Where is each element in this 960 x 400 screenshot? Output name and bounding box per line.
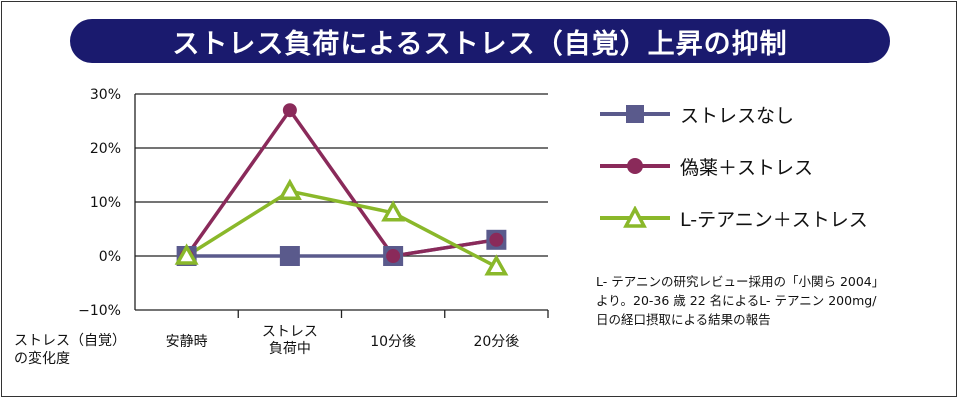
x-tick-label: 10分後 — [370, 334, 416, 350]
legend-label-theanine: L-テアニン＋ストレス — [680, 208, 868, 231]
circle-marker — [386, 249, 401, 263]
x-tick-label: 20分後 — [473, 334, 519, 350]
legend-item-placebo: 偽薬＋ストレス — [598, 140, 928, 192]
legend-item-no-stress: ストレスなし — [598, 88, 928, 140]
triangle-marker — [381, 200, 406, 222]
circle-marker — [489, 232, 504, 247]
legend-triangle-marker-icon — [600, 206, 670, 228]
y-axis-label-line2: の変化度 — [14, 351, 70, 367]
y-tick-label: 0% — [99, 249, 121, 265]
triangle-marker — [484, 254, 509, 276]
y-tick-label: −10% — [78, 303, 121, 319]
circle-marker — [282, 103, 297, 118]
chart-title-banner: ストレス負荷によるストレス（自覚）上昇の抑制 — [70, 19, 890, 63]
legend-square-marker-icon — [600, 105, 670, 123]
series-line-1 — [185, 108, 497, 258]
legend-item-theanine: L-テアニン＋ストレス — [598, 192, 928, 244]
y-tick-label: 20% — [90, 141, 121, 157]
chart-legend: ストレスなし 偽薬＋ストレス L-テアニン＋ストレス — [598, 88, 928, 244]
source-note: L- テアニンの研究レビュー採用の「小関ら 2004」 より。20-36 歳 2… — [596, 272, 946, 329]
square-marker — [279, 246, 300, 266]
chart-title: ストレス負荷によるストレス（自覚）上昇の抑制 — [172, 28, 788, 60]
y-tick-label: 10% — [90, 195, 121, 211]
triangle-marker — [277, 178, 302, 200]
x-tick-label: ストレス負荷中 — [262, 324, 318, 357]
series-line-2 — [185, 189, 498, 269]
y-axis-label-line1: ストレス（自覚） — [14, 333, 126, 349]
x-tick-label: 安静時 — [166, 334, 208, 350]
y-axis-label: ストレス（自覚） の変化度 — [14, 332, 126, 368]
source-note-line2: より。20-36 歳 22 名によるL- テアニン 200mg/ — [596, 293, 877, 308]
legend-label-placebo: 偽薬＋ストレス — [680, 156, 814, 179]
source-note-line3: 日の経口摂取による結果の報告 — [596, 312, 771, 327]
y-tick-label: 30% — [90, 87, 121, 103]
legend-circle-marker-icon — [600, 158, 670, 174]
triangle-marker — [174, 243, 199, 265]
source-note-line1: L- テアニンの研究レビュー採用の「小関ら 2004」 — [596, 274, 885, 289]
legend-label-no-stress: ストレスなし — [680, 104, 795, 127]
